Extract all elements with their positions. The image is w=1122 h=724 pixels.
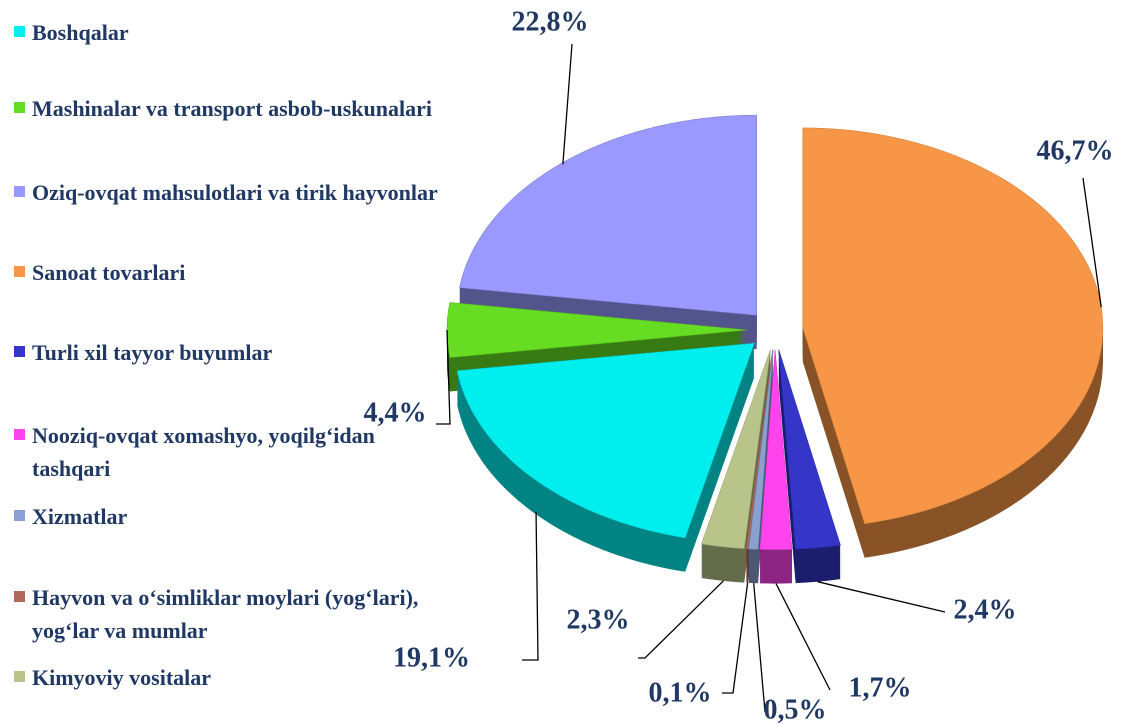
data-label: 2,4% xyxy=(954,594,1017,625)
leader-line xyxy=(522,511,539,661)
legend-swatch xyxy=(14,591,25,602)
legend-label: Oziq-ovqat mahsulotlari va tirik hayvonl… xyxy=(32,180,438,205)
legend-swatch xyxy=(14,26,25,37)
legend-swatch xyxy=(14,266,25,277)
legend-swatch xyxy=(14,346,25,357)
leader-line xyxy=(775,583,831,691)
slice xyxy=(778,349,841,550)
legend-item: Oziq-ovqat mahsulotlari va tirik hayvonl… xyxy=(14,176,452,209)
leader-line xyxy=(562,43,573,165)
legend-swatch xyxy=(14,102,25,113)
slice xyxy=(701,349,771,549)
leader-line xyxy=(436,329,451,425)
legend-swatch xyxy=(14,186,25,197)
leader-line xyxy=(817,581,946,613)
legend-label: Nooziq-ovqat xomashyo, yoqilg‘idan tashq… xyxy=(32,423,375,481)
legend-swatch xyxy=(14,510,25,521)
legend-item: Hayvon va o‘simliklar moylari (yog‘lari)… xyxy=(14,581,452,647)
legend-label: Hayvon va o‘simliklar moylari (yog‘lari)… xyxy=(32,585,419,643)
leader-line xyxy=(722,582,749,694)
legend-swatch xyxy=(14,429,25,440)
legend-label: Turli xil tayyor buyumlar xyxy=(32,340,273,365)
legend-label: Mashinalar va transport asbob-uskunalari xyxy=(32,96,432,121)
slice xyxy=(748,349,774,550)
slice xyxy=(745,349,773,550)
legend-swatch xyxy=(14,671,25,682)
legend-label: Sanoat tovarlari xyxy=(32,260,186,285)
data-label: 0,5% xyxy=(764,694,827,724)
data-label: 1,7% xyxy=(849,672,912,703)
legend-label: Boshqalar xyxy=(32,20,129,45)
data-label: 46,7% xyxy=(1037,135,1114,166)
leader-line xyxy=(753,583,766,713)
legend-item: Boshqalar xyxy=(14,16,452,49)
legend-item: Turli xil tayyor buyumlar xyxy=(14,336,452,369)
data-label: 4,4% xyxy=(364,397,427,428)
legend-item: Nooziq-ovqat xomashyo, yoqilg‘idan tashq… xyxy=(14,419,452,485)
leader-line xyxy=(638,580,724,659)
data-label: 0,1% xyxy=(649,677,712,708)
leader-line xyxy=(1082,177,1102,308)
slice xyxy=(459,114,757,316)
data-label: 19,1% xyxy=(393,642,470,673)
legend-label: Xizmatlar xyxy=(32,504,128,529)
legend-label: Kimyoviy vositalar xyxy=(32,665,212,690)
legend-item: Sanoat tovarlari xyxy=(14,256,452,289)
legend-item: Mashinalar va transport asbob-uskunalari xyxy=(14,92,452,125)
legend-item: Xizmatlar xyxy=(14,500,452,533)
data-label: 2,3% xyxy=(567,604,630,635)
data-label: 22,8% xyxy=(512,6,589,37)
legend-item: Kimyoviy vositalar xyxy=(14,661,452,694)
slice xyxy=(759,349,793,550)
slice xyxy=(456,342,755,539)
